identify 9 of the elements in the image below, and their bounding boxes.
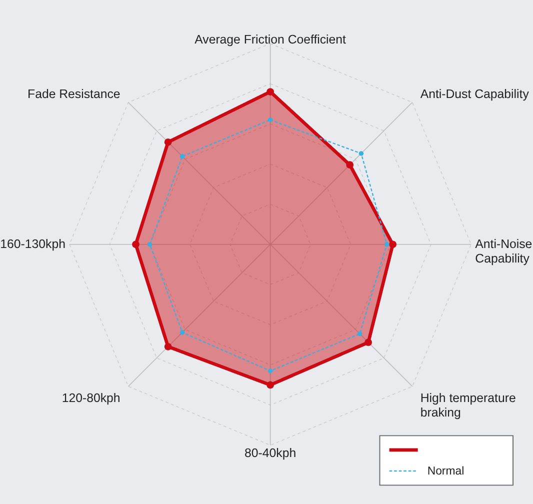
- spoke-label: Average Friction Coefficient: [194, 32, 347, 46]
- spoke-label: 120-80kph: [62, 391, 120, 406]
- spoke-label: 80-40kph: [244, 446, 296, 460]
- legend-label: Normal: [427, 466, 464, 478]
- spoke-label: Anti-Dust Capability: [420, 87, 530, 102]
- spoke-label: High temperature braking: [420, 391, 516, 420]
- spoke-label: 160-130kph: [0, 237, 66, 252]
- spoke-label: Fade Resistance: [28, 87, 120, 102]
- spoke-label: Anti-Noise Capability: [475, 237, 532, 266]
